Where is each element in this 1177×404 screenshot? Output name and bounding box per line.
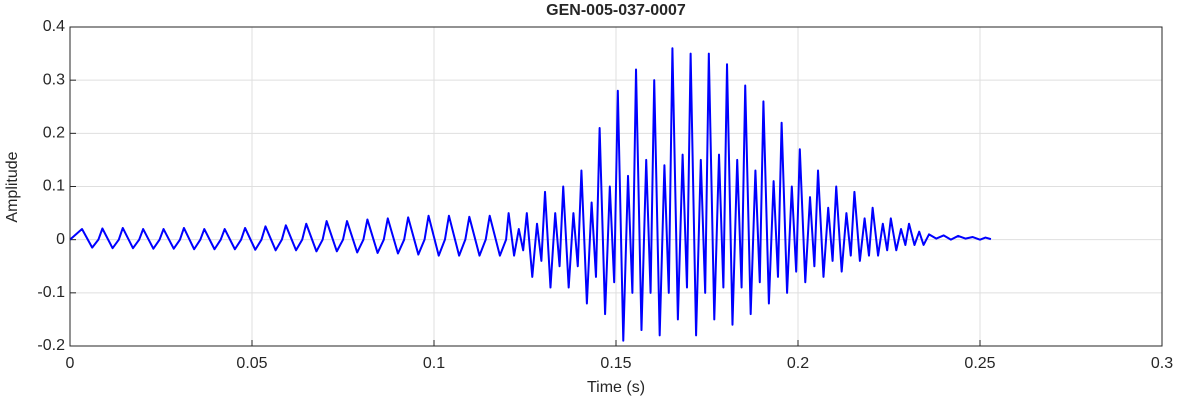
x-axis-label: Time (s) xyxy=(587,379,645,396)
y-tick-label: -0.1 xyxy=(37,284,65,301)
y-tick-label: 0 xyxy=(56,231,65,248)
x-tick-label: 0.25 xyxy=(964,355,995,372)
y-tick-label: -0.2 xyxy=(37,337,65,354)
x-tick-label: 0.1 xyxy=(423,355,445,372)
x-tick-label: 0 xyxy=(66,355,75,372)
y-axis-label: Amplitude xyxy=(4,151,21,222)
chart-title: GEN-005-037-0007 xyxy=(546,2,686,19)
y-tick-label: 0.1 xyxy=(43,178,65,195)
plot-frame xyxy=(69,26,1163,347)
y-tick-label: 0.4 xyxy=(43,18,65,35)
x-tick-label: 0.3 xyxy=(1151,355,1173,372)
x-tick-label: 0.2 xyxy=(787,355,809,372)
y-tick-label: 0.2 xyxy=(43,125,65,142)
y-tick-label: 0.3 xyxy=(43,71,65,88)
x-tick-label: 0.15 xyxy=(600,355,631,372)
x-tick-label: 0.05 xyxy=(236,355,267,372)
signal-line xyxy=(69,47,992,342)
